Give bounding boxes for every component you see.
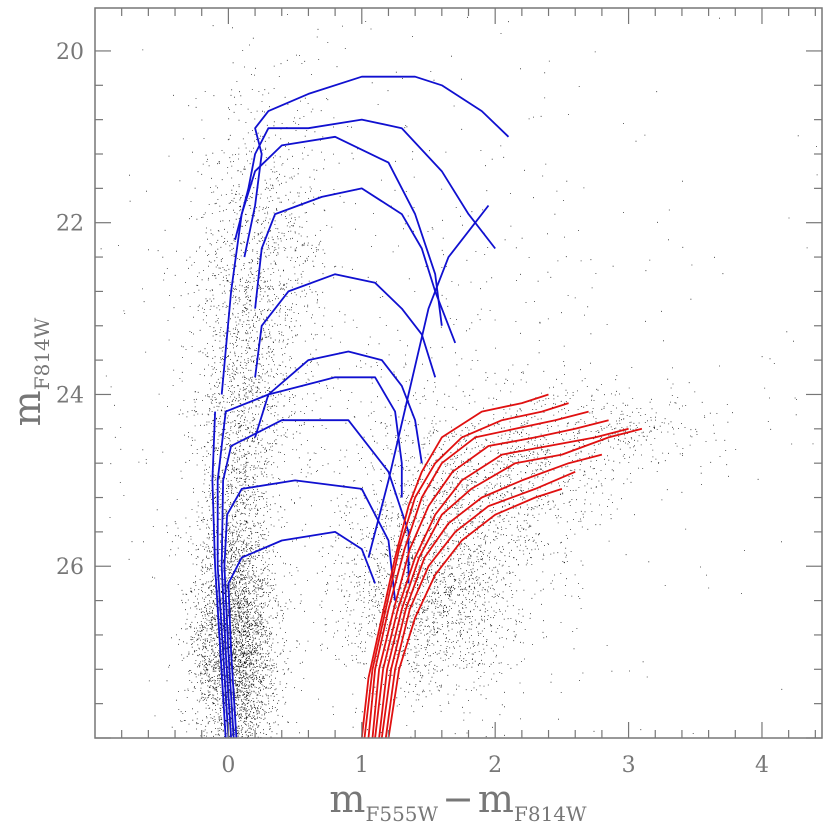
red-track-19	[384, 470, 576, 739]
red-track-14	[367, 410, 589, 739]
x-tick-label: 3	[622, 753, 636, 778]
isochrone-tracks	[211, 75, 643, 739]
blue-track-6	[234, 118, 496, 250]
x-tick-label: 1	[355, 753, 369, 778]
red-track-13	[363, 402, 569, 739]
x-axis-label: mF555W − mF814W	[329, 777, 587, 826]
blue-track-8	[254, 187, 457, 344]
blue-track-7	[243, 75, 510, 258]
red-track-20	[387, 488, 563, 739]
red-track-12	[360, 393, 549, 739]
y-tick-label: 26	[56, 555, 84, 580]
red-track-16	[374, 427, 629, 739]
y-tick-label: 20	[56, 40, 84, 65]
red-track-17	[378, 427, 643, 739]
blue-track-10	[254, 350, 423, 464]
x-tick-label: 4	[755, 753, 769, 778]
x-tick-label: 0	[221, 753, 235, 778]
scatter-points	[100, 14, 823, 739]
blue-track-9	[254, 273, 437, 378]
blue-track-4	[227, 531, 376, 739]
y-tick-label: 24	[56, 383, 84, 408]
blue-track-3	[223, 479, 396, 739]
x-tick-labels: 0 1 2 3 4	[221, 753, 769, 778]
point-cloud-blue-plume	[167, 74, 297, 739]
plot-frame	[94, 7, 823, 739]
y-tick-labels: 20 22 24 26	[56, 40, 84, 580]
blue-track-0	[211, 411, 227, 739]
y-axis-label: mF814W	[5, 317, 54, 426]
red-track-15	[371, 419, 609, 739]
blue-track-11	[367, 204, 490, 558]
blue-track-5	[220, 135, 443, 395]
y-tick-label: 22	[56, 212, 84, 237]
axis-ticks	[95, 8, 822, 739]
red-track-18	[380, 453, 603, 739]
x-tick-label: 2	[488, 753, 502, 778]
